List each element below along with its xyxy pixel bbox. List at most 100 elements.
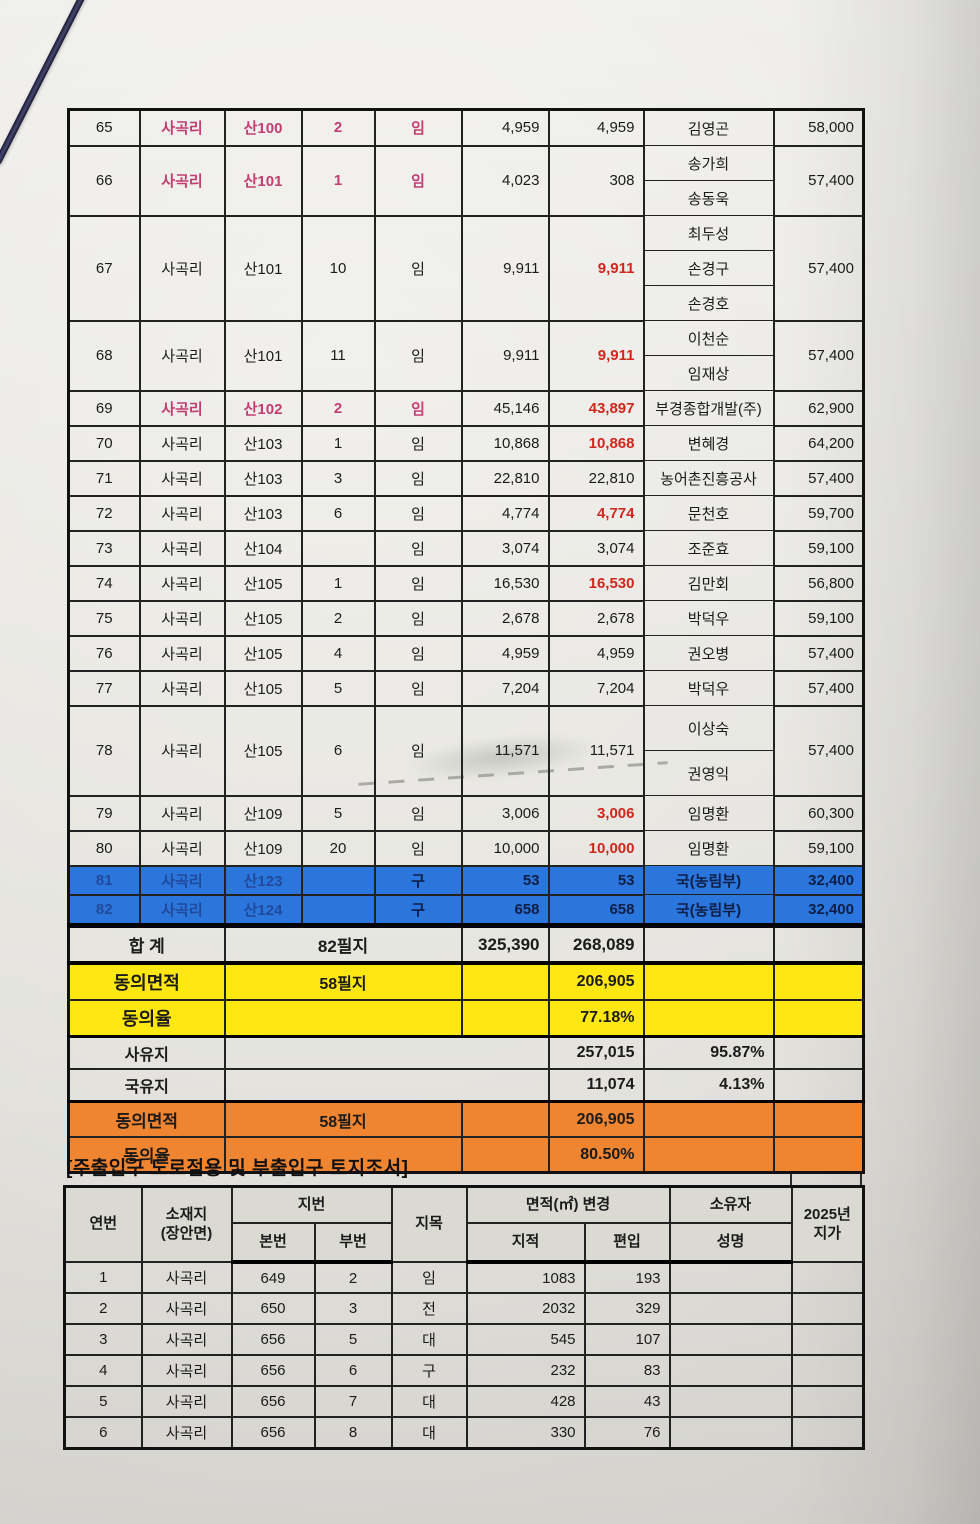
cell-land-price: 57,400 bbox=[772, 459, 865, 497]
cell-owner-name: 권오병 bbox=[642, 635, 775, 671]
cell-cadastral-area: 1083 bbox=[465, 1261, 586, 1294]
cell-land-category: 임 bbox=[373, 564, 463, 602]
cell-land-price bbox=[790, 1323, 865, 1356]
access-road-table: 연번 소재지 (장안면) 지번 지목 면적(㎡) 변경 소유자 2025년 지가 본… bbox=[63, 1185, 866, 1450]
cell-cadastral-area: 330 bbox=[465, 1416, 586, 1450]
summary-included-area: 11,074 bbox=[547, 1068, 645, 1103]
land-row-66: 66 사곡리 산101 1 임 4,023 308 송가희 57,400 bbox=[67, 144, 865, 217]
cell-lot-sub: 2 bbox=[300, 108, 376, 147]
cell-serial-no: 5 bbox=[63, 1385, 143, 1418]
cell-owner-name: 이천순 bbox=[642, 320, 775, 356]
header-price: 2025년 지가 bbox=[790, 1185, 865, 1263]
cell-cadastral-area: 658 bbox=[460, 893, 550, 927]
cell-included-area: 308 bbox=[547, 144, 645, 217]
summary-empty bbox=[772, 999, 865, 1038]
access-road-table-title: [주출입구 도로점용 및 부출입구 토지조서] bbox=[66, 1158, 409, 1179]
header-jijeok: 지적 bbox=[465, 1222, 586, 1264]
land-row-67: 67 사곡리 산101 10 임 9,911 9,911 최두성 57,400 bbox=[67, 214, 865, 322]
cell-land-price: 57,400 bbox=[772, 144, 865, 217]
cell-land-price bbox=[790, 1354, 865, 1387]
summary-total-area bbox=[460, 1100, 550, 1138]
land-row-70: 70 사곡리 산103 1 임 10,868 10,868 변혜경 64,200 bbox=[67, 424, 865, 462]
cell-owner-name bbox=[668, 1385, 793, 1418]
cell-owner-name: 박덕우 bbox=[642, 600, 775, 636]
cell-cadastral-area: 545 bbox=[465, 1323, 586, 1356]
cell-cadastral-area: 3,006 bbox=[460, 794, 550, 832]
cell-lot-sub: 2 bbox=[300, 599, 376, 637]
cell-serial-no: 68 bbox=[67, 319, 141, 392]
cell-lot-main: 산124 bbox=[223, 893, 303, 927]
summary-total-area bbox=[460, 1136, 550, 1174]
cell-lot-main: 656 bbox=[230, 1416, 316, 1450]
cell-land-price bbox=[790, 1385, 865, 1418]
cell-included-area: 43 bbox=[583, 1385, 671, 1418]
summary-row-4: 국유지 11,074 4.13% bbox=[67, 1068, 865, 1103]
cell-village: 사곡리 bbox=[138, 704, 226, 797]
cell-included-area: 11,571 bbox=[547, 704, 645, 797]
cell-lot-main: 산101 bbox=[223, 144, 303, 217]
cell-included-area: 7,204 bbox=[547, 669, 645, 707]
cell-land-category: 임 bbox=[373, 669, 463, 707]
summary-total-area bbox=[460, 999, 550, 1038]
cell-cadastral-area: 4,959 bbox=[460, 108, 550, 147]
cell-included-area: 107 bbox=[583, 1323, 671, 1356]
cell-lot-main: 산100 bbox=[223, 108, 303, 147]
cell-serial-no: 69 bbox=[67, 389, 141, 427]
cell-lot-main: 산101 bbox=[223, 319, 303, 392]
cell-cadastral-area: 16,530 bbox=[460, 564, 550, 602]
summary-included-area: 257,015 bbox=[547, 1035, 645, 1070]
cell-land-category: 임 bbox=[373, 494, 463, 532]
land-row-81: 81 사곡리 산123 구 53 53 국(농림부) 32,400 bbox=[67, 864, 865, 896]
cell-lot-sub: 2 bbox=[300, 389, 376, 427]
cell-included-area: 3,006 bbox=[547, 794, 645, 832]
cell-land-category: 임 bbox=[373, 794, 463, 832]
cell-serial-no: 74 bbox=[67, 564, 141, 602]
cell-owner-name bbox=[668, 1323, 793, 1356]
summary-parcel-count bbox=[223, 999, 463, 1038]
cell-lot-sub: 3 bbox=[300, 459, 376, 497]
cell-lot-sub: 1 bbox=[300, 564, 376, 602]
cell-owner-name: 임명환 bbox=[642, 830, 775, 866]
cell-village: 사곡리 bbox=[140, 1354, 233, 1387]
summary-label: 동의면적 bbox=[67, 1100, 226, 1138]
cell-land-price: 62,900 bbox=[772, 389, 865, 427]
summary-label: 동의율 bbox=[67, 999, 226, 1038]
cell-owner-name: 문천호 bbox=[642, 495, 775, 531]
cell-lot-sub bbox=[300, 864, 376, 896]
cell-included-area: 16,530 bbox=[547, 564, 645, 602]
cell-village: 사곡리 bbox=[138, 794, 226, 832]
land-row-80: 80 사곡리 산109 20 임 10,000 10,000 임명환 59,100 bbox=[67, 829, 865, 867]
cell-land-category: 임 bbox=[373, 144, 463, 217]
cell-lot-sub: 10 bbox=[300, 214, 376, 322]
cell-land-category: 전 bbox=[390, 1292, 468, 1325]
land-row-78: 78 사곡리 산105 6 임 11,571 11,571 이상숙 57,400 bbox=[67, 704, 865, 797]
cell-land-category: 임 bbox=[373, 108, 463, 147]
cell-village: 사곡리 bbox=[138, 389, 226, 427]
land-row-69: 69 사곡리 산102 2 임 45,146 43,897 부경종합개발(주) 62,900 bbox=[67, 389, 865, 427]
cell-included-area: 9,911 bbox=[547, 214, 645, 322]
cell-lot-main: 649 bbox=[230, 1261, 316, 1294]
cell-village: 사곡리 bbox=[140, 1416, 233, 1450]
summary-label: 동의면적 bbox=[67, 962, 226, 1001]
cell-land-price: 32,400 bbox=[772, 864, 865, 896]
header-area-group: 면적(㎡) 변경 bbox=[465, 1185, 671, 1224]
cell-lot-sub: 5 bbox=[313, 1323, 393, 1356]
cell-lot-sub: 4 bbox=[300, 634, 376, 672]
cell-owner-name: 임재상 bbox=[642, 355, 775, 391]
summary-rate bbox=[642, 923, 775, 965]
summary-empty bbox=[772, 1035, 865, 1070]
cell-village: 사곡리 bbox=[138, 669, 226, 707]
cell-village: 사곡리 bbox=[138, 634, 226, 672]
cell-village: 사곡리 bbox=[138, 529, 226, 567]
cell-lot-sub: 2 bbox=[313, 1261, 393, 1294]
summary-rate bbox=[642, 1100, 775, 1138]
cell-owner-name: 이상숙 bbox=[642, 705, 775, 751]
cell-land-price: 64,200 bbox=[772, 424, 865, 462]
cell-cadastral-area: 232 bbox=[465, 1354, 586, 1387]
cell-village: 사곡리 bbox=[138, 459, 226, 497]
cell-land-price: 57,400 bbox=[772, 669, 865, 707]
cell-lot-main: 650 bbox=[230, 1292, 316, 1325]
summary-empty bbox=[772, 1136, 865, 1174]
summary-row-1: 동의면적 58필지 206,905 bbox=[67, 962, 865, 1001]
cell-included-area: 22,810 bbox=[547, 459, 645, 497]
